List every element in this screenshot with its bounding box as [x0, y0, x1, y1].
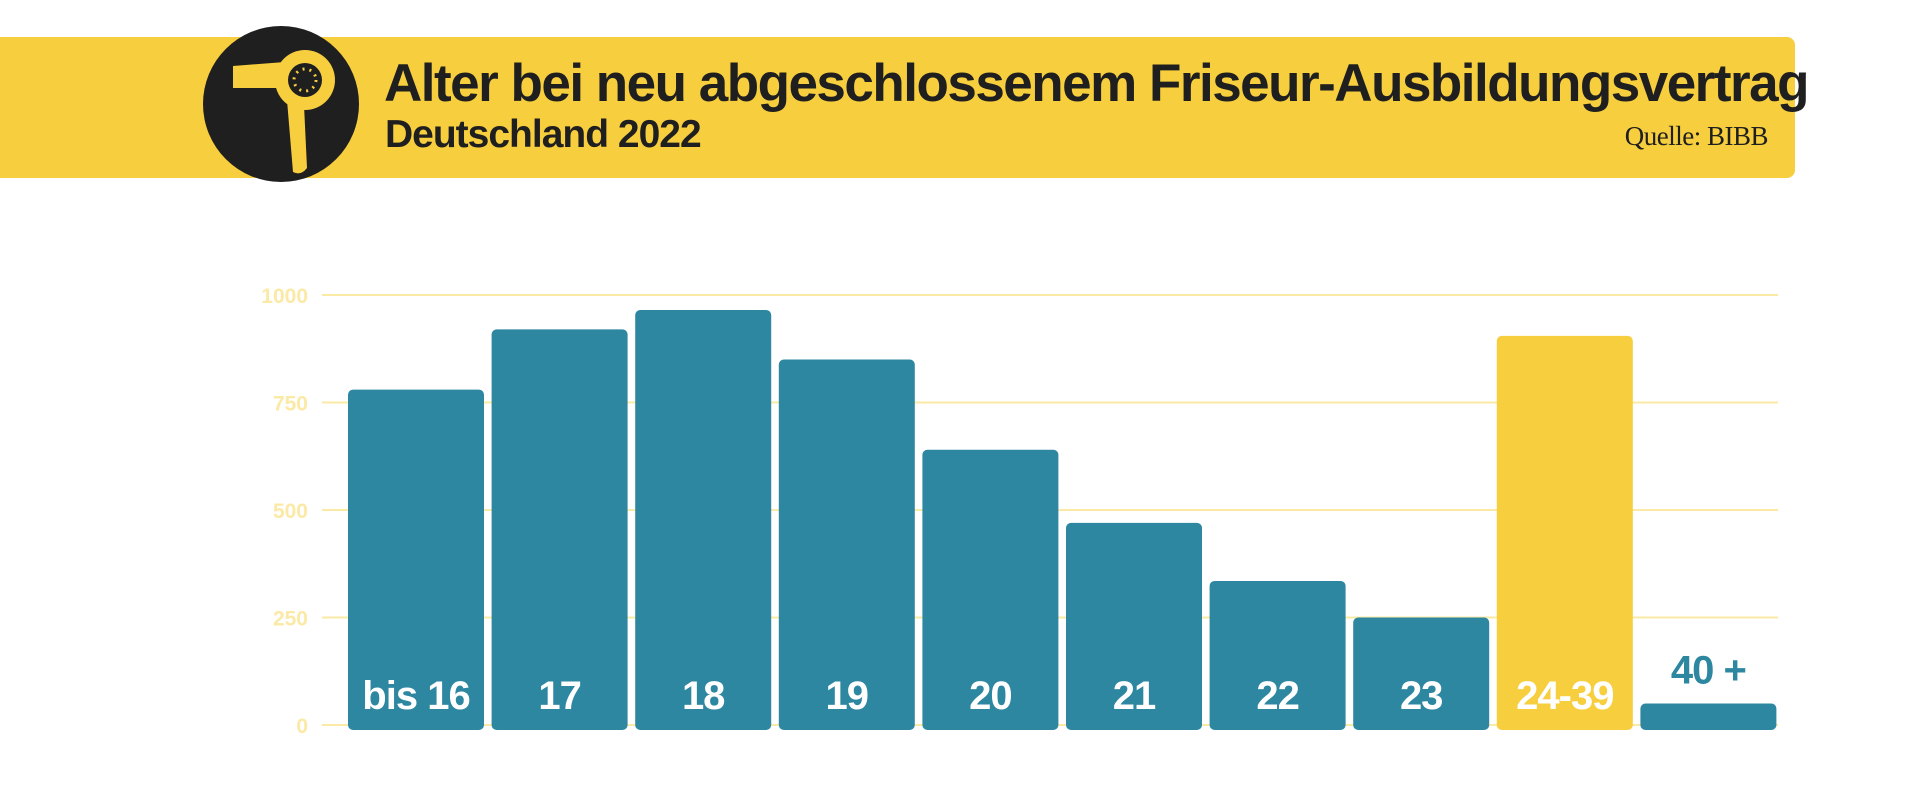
category-label: 22 — [1256, 674, 1299, 718]
bar — [1066, 522, 1202, 730]
y-tick-label: 500 — [273, 500, 308, 523]
bar — [348, 389, 484, 730]
bar — [778, 359, 915, 730]
bar — [491, 329, 628, 730]
bar — [922, 449, 1059, 730]
category-label: 24-39 — [1516, 674, 1613, 718]
bar — [1209, 580, 1346, 730]
category-label: 19 — [826, 674, 869, 718]
chart-title: Alter bei neu abgeschlossenem Friseur-Au… — [384, 54, 1809, 113]
category-label: 17 — [538, 674, 581, 718]
category-label: 40 + — [1671, 649, 1746, 693]
chart-subtitle: Deutschland 2022 — [385, 113, 702, 156]
category-label: 23 — [1400, 674, 1443, 718]
bar — [635, 310, 772, 730]
hair-dryer-icon — [203, 26, 359, 182]
category-label: 21 — [1113, 674, 1156, 718]
category-label: 18 — [682, 674, 725, 718]
category-label: bis 16 — [362, 674, 469, 718]
bar — [1640, 703, 1777, 730]
bar — [1496, 335, 1633, 730]
y-tick-label: 0 — [296, 715, 308, 738]
source-note: Quelle: BIBB — [1624, 121, 1769, 151]
bar — [1353, 617, 1490, 730]
y-tick-label: 250 — [273, 608, 308, 631]
y-tick-label: 1000 — [261, 285, 308, 308]
y-tick-label: 750 — [273, 393, 308, 416]
category-label: 20 — [969, 674, 1012, 718]
